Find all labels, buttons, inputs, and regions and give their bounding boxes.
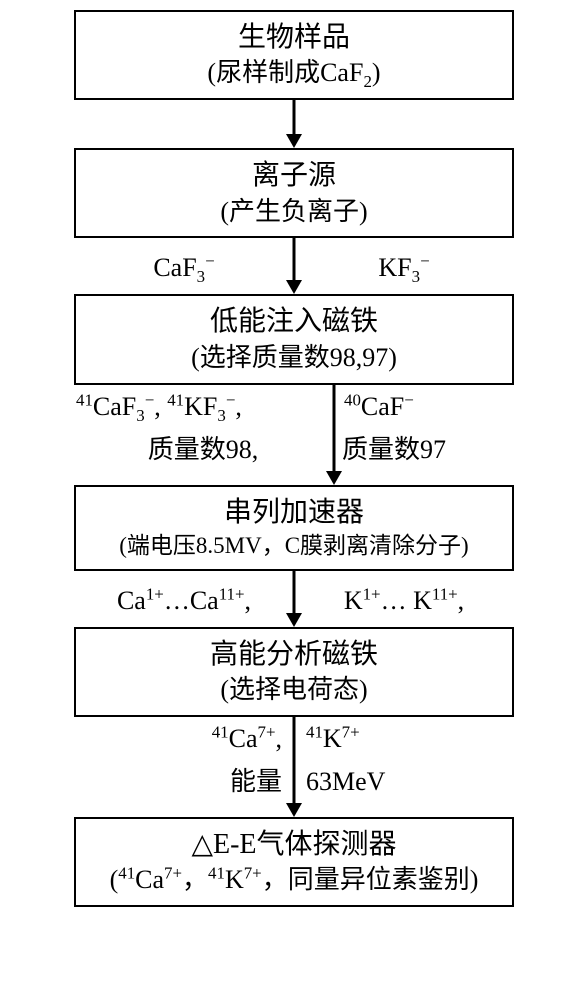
node-title: 生物样品 (86, 20, 502, 56)
node-title: 串列加速器 (86, 495, 502, 531)
node-high-energy-magnet: 高能分析磁铁 (选择电荷态) (74, 627, 514, 717)
edge-label-right: K1+… K11+, (294, 585, 514, 616)
edge-label-row-2: 能量 63MeV (74, 766, 514, 797)
edge-3: 41CaF3−, 41KF3−, 40CaF− 质量数98, 质量数97 (74, 385, 514, 485)
node-subtitle: (产生负离子) (86, 195, 502, 229)
node-bio-sample: 生物样品 (尿样制成CaF2) (74, 10, 514, 100)
edge-label-row-1: 41CaF3−, 41KF3−, 40CaF− (74, 391, 514, 422)
arrow-icon (74, 100, 514, 148)
edge-4: Ca1+…Ca11+, K1+… K11+, (74, 571, 514, 627)
node-subtitle: (尿样制成CaF2) (86, 56, 502, 90)
node-detector: △E-E气体探测器 (41Ca7+，41K7+，同量异位素鉴别) (74, 817, 514, 907)
node-title: 离子源 (86, 158, 502, 194)
edge-label-row-1: 41Ca7+, 41K7+ (74, 723, 514, 754)
edge-2: CaF3− KF3− (74, 238, 514, 294)
node-low-energy-magnet: 低能注入磁铁 (选择质量数98,97) (74, 294, 514, 384)
node-subtitle: (41Ca7+，41K7+，同量异位素鉴别) (86, 863, 502, 897)
edge-5: 41Ca7+, 41K7+ 能量 63MeV (74, 717, 514, 817)
node-subtitle: (选择质量数98,97) (86, 341, 502, 375)
edge-label-row-2: 质量数98, 质量数97 (74, 434, 514, 465)
node-title: △E-E气体探测器 (86, 827, 502, 863)
node-ion-source: 离子源 (产生负离子) (74, 148, 514, 238)
edge-label-right: KF3− (294, 252, 514, 283)
node-title: 高能分析磁铁 (86, 637, 502, 673)
edge-label-left: Ca1+…Ca11+, (74, 585, 294, 616)
node-tandem-accelerator: 串列加速器 (端电压8.5MV，C膜剥离清除分子) (74, 485, 514, 571)
node-subtitle: (选择电荷态) (86, 673, 502, 707)
edge-1 (74, 100, 514, 148)
node-subtitle: (端电压8.5MV，C膜剥离清除分子) (86, 531, 502, 561)
edge-label-left: CaF3− (74, 252, 294, 283)
node-title: 低能注入磁铁 (86, 304, 502, 340)
